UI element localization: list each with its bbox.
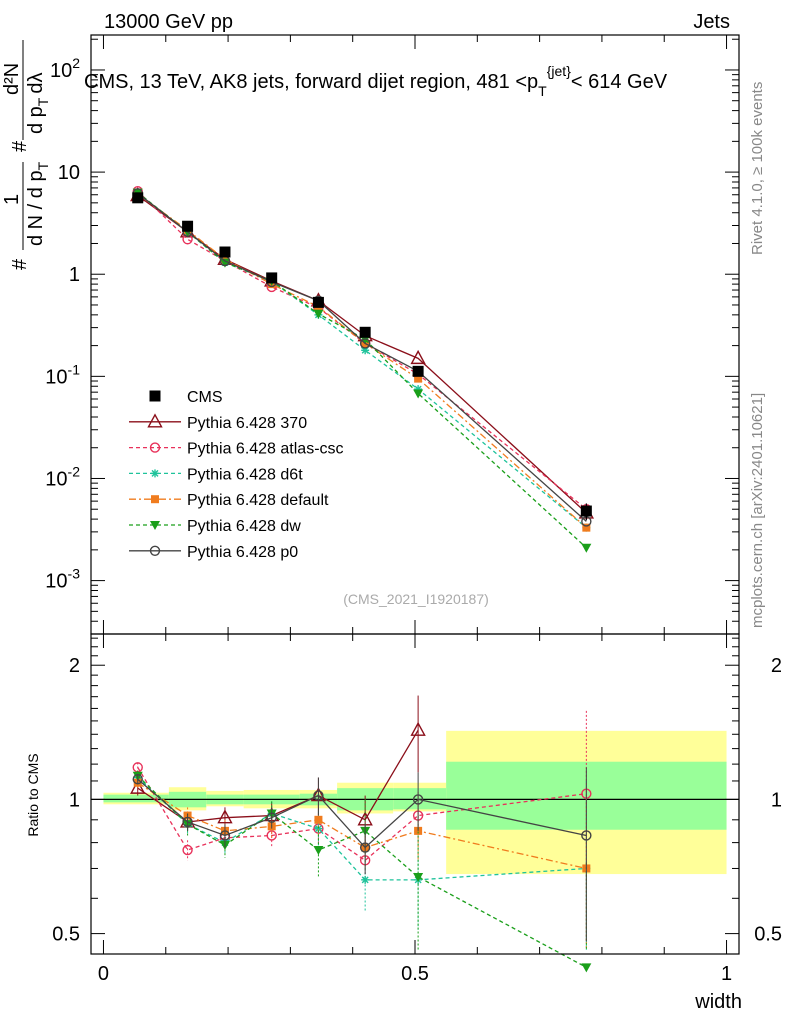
ratio-uncertainty-bands [91, 730, 739, 875]
series-point-main [219, 258, 230, 268]
legend-marker [149, 442, 161, 453]
x-tick-label: 0.5 [401, 963, 429, 985]
legend-label: Pythia 6.428 d6t [187, 466, 303, 483]
series-point-main [582, 523, 591, 532]
y-tick-label-top: 10-3 [45, 566, 80, 593]
header-right: Jets [693, 11, 730, 33]
y-tick-label-ratio-right: 2 [771, 655, 782, 677]
series-point-ratio [314, 815, 323, 824]
cms-data-point [359, 326, 371, 338]
y-label-dpt: d pTdλ [25, 73, 51, 135]
legend-marker-cms [149, 390, 161, 402]
series-point-main [414, 374, 423, 383]
series-point-main-stroke [361, 346, 369, 354]
y-label-denominator: d N / d pT [25, 161, 51, 246]
cms-data-point [580, 505, 592, 517]
series-line-main [137, 193, 587, 529]
series-line-main [137, 192, 587, 522]
analysis-watermark: (CMS_2021_I1920187) [343, 591, 489, 607]
x-axis-label: width [694, 991, 742, 1013]
legend-label: Pythia 6.428 p0 [187, 544, 298, 561]
series-point-ratio [182, 816, 193, 828]
legend-label-cms: CMS [187, 389, 223, 406]
series-point-ratio [361, 875, 370, 884]
legend-label: Pythia 6.428 370 [187, 415, 307, 432]
y-label-one: 1 [1, 194, 23, 205]
series-point-ratio [412, 794, 424, 805]
series-point-ratio [182, 844, 193, 856]
series-point-ratio [217, 809, 233, 824]
series-point-ratio [359, 842, 371, 853]
y-axis-label-top: # 1 d N / d pT # d²N d pTdλ [1, 40, 51, 270]
legend-label: Pythia 6.428 default [187, 492, 329, 509]
y-tick-label-ratio: 1 [69, 789, 80, 811]
series-point-main [410, 349, 426, 365]
ratio-plot-frame [90, 633, 740, 955]
y-axis-label-ratio: Ratio to CMS [25, 753, 41, 836]
legend: CMS Pythia 6.428 370 Pythia 6.428 atlas-cs… [129, 389, 344, 561]
y-tick-label-top: 10-1 [45, 361, 80, 388]
y-label-hash-2: # [9, 140, 31, 152]
series-point-main [359, 338, 371, 349]
axis-ticks: 0 0.5 1 10-3 10-2 10-1 1 10 102 0.5 0.5 1 1 2 2 [45, 35, 782, 985]
band-inner-bin [103, 794, 169, 803]
side-rivet-label: Rivet 4.1.0, ≥ 100k events [749, 82, 766, 255]
legend-marker [151, 469, 159, 478]
y-tick-label-ratio: 2 [69, 655, 80, 677]
legend-marker [150, 521, 160, 530]
cms-data-point [266, 272, 278, 284]
series-point-ratio [410, 721, 426, 736]
series-point-ratio [266, 830, 277, 841]
series-line-ratio [137, 775, 587, 968]
cms-data-point [182, 220, 194, 232]
series-point-ratio [266, 812, 277, 823]
series-line-ratio [137, 782, 587, 870]
y-label-numerator: d²N [1, 63, 23, 95]
series-point-main [581, 543, 592, 553]
plot-series [130, 186, 595, 973]
y-tick-label-ratio-right: 0.5 [754, 924, 782, 946]
header-left: 13000 GeV pp [104, 11, 233, 33]
legend-marker-stroke [151, 469, 159, 477]
y-tick-label-top: 1 [69, 264, 80, 286]
series-point-ratio [130, 779, 146, 794]
cms-data-point [312, 296, 324, 308]
series-point-main [413, 389, 424, 399]
cms-data-point [219, 246, 231, 258]
y-tick-label-ratio: 0.5 [52, 924, 80, 946]
series-point-main [313, 309, 324, 319]
cms-data-point [132, 192, 144, 204]
series-point-ratio [132, 774, 143, 785]
series-line-ratio [137, 776, 587, 881]
y-tick-label-top: 10-2 [45, 463, 80, 490]
legend-marker [149, 545, 161, 556]
x-tick-label: 0 [98, 963, 109, 985]
y-tick-label-ratio-right: 1 [771, 789, 782, 811]
series-point-ratio-stroke [314, 825, 322, 833]
legend-label: Pythia 6.428 atlas-csc [187, 441, 344, 458]
series-point-ratio-stroke [361, 876, 369, 884]
legend-label: Pythia 6.428 dw [187, 518, 301, 535]
series-point-ratio [219, 830, 231, 841]
series-point-ratio [313, 846, 324, 856]
series-point-ratio [581, 830, 592, 841]
series-point-ratio [581, 963, 592, 973]
series-point-ratio [313, 790, 324, 801]
series-point-ratio [314, 824, 323, 833]
legend-marker [147, 413, 163, 428]
series-line-main [137, 194, 587, 514]
legend-marker [151, 495, 159, 504]
plot-title: CMS, 13 TeV, AK8 jets, forward dijet reg… [84, 63, 668, 99]
band-inner-bin [393, 788, 447, 810]
y-tick-label-top: 10 [58, 162, 80, 184]
series-point-ratio [413, 872, 424, 882]
series-line-ratio [137, 778, 587, 849]
x-tick-label: 1 [721, 963, 732, 985]
cms-data-point [412, 365, 424, 377]
side-mcplots-label: mcplots.cern.ch [arXiv:2401.10621] [749, 393, 766, 628]
y-label-hash-1: # [9, 258, 31, 270]
y-tick-label-top: 102 [50, 55, 80, 82]
